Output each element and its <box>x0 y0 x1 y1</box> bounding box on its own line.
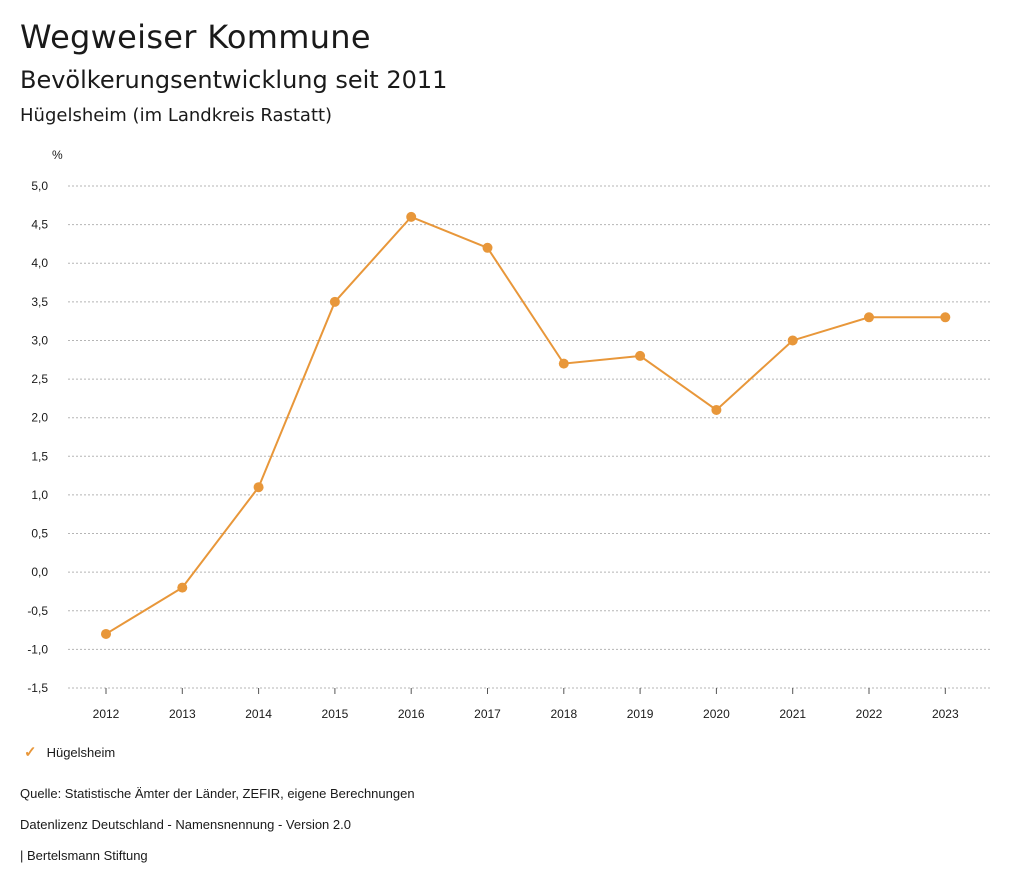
publisher-note: | Bertelsmann Stiftung <box>20 848 148 863</box>
legend[interactable]: ✓ Hügelsheim <box>24 745 115 760</box>
data-point[interactable] <box>329 296 340 307</box>
y-tick-label: 1,5 <box>31 449 48 463</box>
data-point[interactable] <box>101 628 111 639</box>
series-line-huegelsheim <box>105 215 946 635</box>
y-tick-label: 0,0 <box>31 565 48 579</box>
y-tick-label: 4,5 <box>31 218 48 232</box>
y-tick-label: 3,0 <box>31 333 48 347</box>
data-point[interactable] <box>864 312 874 323</box>
y-tick-label: 0,5 <box>31 527 48 541</box>
data-point[interactable] <box>482 242 493 253</box>
x-tick-label: 2012 <box>93 707 120 721</box>
data-point[interactable] <box>787 335 798 346</box>
y-tick-label: 2,5 <box>31 372 48 386</box>
data-points <box>101 211 951 639</box>
y-tick-label: 3,5 <box>31 295 48 309</box>
data-point[interactable] <box>177 582 188 593</box>
y-tick-label: 1,0 <box>31 488 48 502</box>
y-tick-label: -0,5 <box>27 604 48 618</box>
data-point[interactable] <box>635 350 646 361</box>
line-chart: % 5,0 4,5 4,0 3,5 3,0 2,5 2,0 1,5 1,0 0,5 0,0 -0,5 -… <box>27 148 990 721</box>
source-note: Quelle: Statistische Ämter der Länder, Z… <box>20 786 415 801</box>
x-tick-label: 2015 <box>322 707 349 721</box>
x-tick-label: 2013 <box>169 707 196 721</box>
y-axis: 5,0 4,5 4,0 3,5 3,0 2,5 2,0 1,5 1,0 0,5 0,0 -0,5 -1,… <box>27 179 48 695</box>
x-tick-label: 2021 <box>779 707 806 721</box>
data-point[interactable] <box>711 404 722 415</box>
x-tick-label: 2016 <box>398 707 425 721</box>
data-point[interactable] <box>558 358 569 369</box>
region-label: Hügelsheim (im Landkreis Rastatt) <box>20 105 333 126</box>
y-tick-label: -1,0 <box>27 642 48 656</box>
data-point[interactable] <box>253 482 264 493</box>
data-point[interactable] <box>406 211 417 222</box>
y-tick-label: 4,0 <box>31 256 48 270</box>
x-tick-label: 2014 <box>245 707 272 721</box>
x-tick-label: 2022 <box>856 707 883 721</box>
check-icon[interactable]: ✓ <box>24 744 37 761</box>
x-tick-label: 2023 <box>932 707 959 721</box>
y-tick-label: -1,5 <box>27 681 48 695</box>
y-axis-unit: % <box>52 148 63 162</box>
x-tick-label: 2019 <box>627 707 654 721</box>
data-point[interactable] <box>940 312 951 323</box>
x-tick-label: 2017 <box>474 707 501 721</box>
y-tick-label: 5,0 <box>31 179 48 193</box>
page-subtitle: Bevölkerungsentwicklung seit 2011 <box>20 66 448 94</box>
license-note: Datenlizenz Deutschland - Namensnennung … <box>20 817 351 832</box>
y-tick-label: 2,0 <box>31 411 48 425</box>
x-tick-label: 2020 <box>703 707 730 721</box>
gridlines <box>68 185 990 689</box>
page-title: Wegweiser Kommune <box>20 18 371 56</box>
x-tick-label: 2018 <box>550 707 577 721</box>
legend-label: Hügelsheim <box>46 745 116 760</box>
x-axis: 2012 2013 2014 2015 2016 2017 2018 2019 2020 2021… <box>93 688 959 721</box>
